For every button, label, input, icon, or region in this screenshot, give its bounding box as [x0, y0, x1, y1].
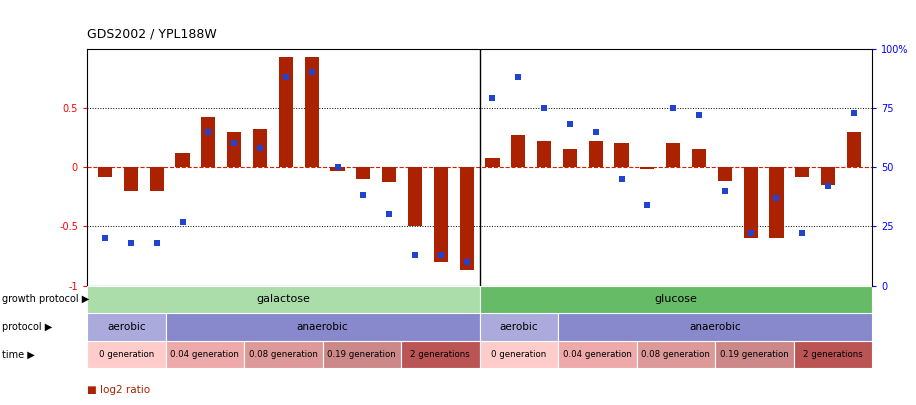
Bar: [744, 167, 758, 238]
Bar: [322, 341, 401, 368]
Text: ■ log2 ratio: ■ log2 ratio: [87, 386, 150, 395]
Bar: [98, 167, 112, 177]
Bar: [821, 167, 835, 185]
Bar: [166, 341, 244, 368]
Bar: [356, 167, 370, 179]
Bar: [87, 341, 166, 368]
Text: galactose: galactose: [256, 294, 311, 304]
Text: protocol ▶: protocol ▶: [2, 322, 52, 332]
Text: 0 generation: 0 generation: [491, 350, 547, 359]
Text: 0.19 generation: 0.19 generation: [720, 350, 789, 359]
Bar: [166, 313, 479, 341]
Bar: [558, 313, 872, 341]
Bar: [331, 167, 344, 171]
Text: growth protocol ▶: growth protocol ▶: [2, 294, 89, 304]
Bar: [401, 341, 479, 368]
Bar: [795, 167, 810, 177]
Bar: [480, 341, 558, 368]
Bar: [124, 167, 138, 191]
Bar: [460, 167, 474, 270]
Text: 0.19 generation: 0.19 generation: [327, 350, 396, 359]
Bar: [87, 286, 480, 313]
Bar: [511, 135, 526, 167]
Bar: [847, 132, 861, 167]
Bar: [253, 129, 267, 167]
Bar: [244, 341, 322, 368]
Bar: [87, 313, 166, 341]
Text: aerobic: aerobic: [499, 322, 538, 332]
Bar: [615, 143, 628, 167]
Bar: [589, 141, 603, 167]
Bar: [176, 153, 190, 167]
Text: anaerobic: anaerobic: [297, 322, 348, 332]
Bar: [793, 341, 872, 368]
Bar: [433, 167, 448, 262]
Bar: [692, 149, 706, 167]
Text: 0.08 generation: 0.08 generation: [641, 350, 710, 359]
Bar: [558, 341, 637, 368]
Text: GDS2002 / YPL188W: GDS2002 / YPL188W: [87, 28, 217, 40]
Text: aerobic: aerobic: [107, 322, 146, 332]
Bar: [769, 167, 783, 238]
Bar: [305, 57, 319, 167]
Bar: [537, 141, 551, 167]
Text: 2 generations: 2 generations: [410, 350, 470, 359]
Bar: [640, 167, 654, 169]
Text: anaerobic: anaerobic: [689, 322, 741, 332]
Text: 0 generation: 0 generation: [99, 350, 154, 359]
Text: time ▶: time ▶: [2, 350, 35, 359]
Text: 0.04 generation: 0.04 generation: [170, 350, 239, 359]
Bar: [666, 143, 681, 167]
Text: 2 generations: 2 generations: [803, 350, 863, 359]
Bar: [718, 167, 732, 181]
Bar: [227, 132, 241, 167]
Bar: [480, 313, 558, 341]
Text: 0.08 generation: 0.08 generation: [249, 350, 318, 359]
Bar: [715, 341, 793, 368]
Text: 0.04 generation: 0.04 generation: [562, 350, 632, 359]
Bar: [480, 286, 872, 313]
Bar: [485, 158, 499, 167]
Bar: [562, 149, 577, 167]
Bar: [408, 167, 422, 226]
Bar: [202, 117, 215, 167]
Bar: [637, 341, 715, 368]
Bar: [382, 167, 397, 183]
Text: glucose: glucose: [654, 294, 697, 304]
Bar: [278, 57, 293, 167]
Bar: [149, 167, 164, 191]
